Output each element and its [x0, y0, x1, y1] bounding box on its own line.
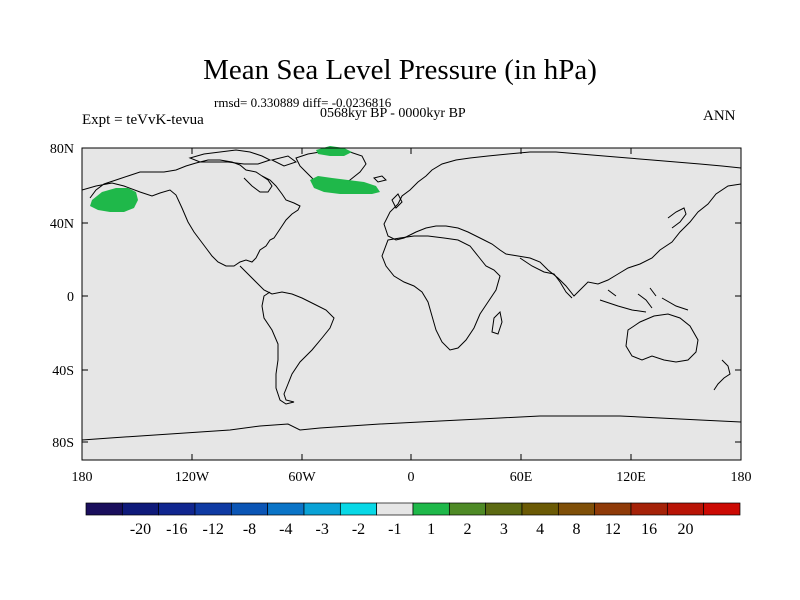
- colorbar-label: 1: [427, 521, 435, 538]
- coast-new-zealand: [713, 359, 731, 391]
- season-label: ANN: [703, 108, 736, 124]
- coast-south-america: [239, 265, 335, 405]
- colorbar: [85, 502, 741, 516]
- ytick-80s: 80S: [52, 436, 74, 451]
- colorbar-swatch: [194, 502, 232, 516]
- colorbar-swatch: [85, 502, 123, 516]
- xtick-120e: 120E: [616, 470, 646, 485]
- xtick-120w: 120W: [175, 470, 210, 485]
- y-axis: [82, 147, 741, 443]
- colorbar-swatch: [267, 502, 305, 516]
- colorbar-swatch: [303, 502, 341, 516]
- colorbar-swatch: [666, 502, 705, 516]
- y-tick-labels: 80N 40N 0 40S 80S: [50, 142, 74, 451]
- colorbar-label: -16: [166, 521, 187, 538]
- colorbar-label: -12: [203, 521, 224, 538]
- coast-japan: [667, 207, 687, 229]
- colorbar-label: 16: [641, 521, 657, 538]
- colorbar-swatch: [485, 502, 523, 516]
- map-background: [82, 148, 741, 460]
- colorbar-label: -20: [130, 521, 151, 538]
- colorbar-label: -3: [316, 521, 329, 538]
- colorbar-label: 20: [678, 521, 694, 538]
- colorbar-swatch: [158, 502, 196, 516]
- colorbar-swatch: [703, 502, 741, 516]
- coast-antarctica: [82, 415, 741, 441]
- colorbar-label: 4: [536, 521, 544, 538]
- colorbar-swatch: [339, 502, 378, 516]
- colorbar-swatch: [448, 502, 487, 516]
- coast-madagascar: [491, 310, 503, 335]
- coast-australia: [625, 313, 699, 363]
- colorbar-label: -1: [388, 521, 401, 538]
- coast-north-america: [82, 159, 301, 267]
- x-tick-labels: 180 120W 60W 0 60E 120E 180: [72, 470, 752, 485]
- x-axis: [81, 148, 742, 460]
- colorbar-label: -2: [352, 521, 365, 538]
- xtick-0: 0: [408, 470, 415, 485]
- coast-eurasia: [383, 151, 741, 297]
- colorbar-label: 2: [464, 521, 472, 538]
- ytick-80n: 80N: [50, 142, 74, 157]
- stats-line: rmsd= 0.330889 diff= -0.0236816: [214, 95, 392, 110]
- colorbar-swatch: [521, 502, 559, 516]
- coast-india: [519, 257, 573, 299]
- xtick-180e: 180: [731, 470, 752, 485]
- xtick-180w: 180: [72, 470, 93, 485]
- anomaly-patches: [90, 146, 380, 212]
- colorbar-labels: -20 -16 -12 -8 -4 -3 -2 -1 1 2 3 4 8 12 16 20: [130, 521, 694, 538]
- colorbar-label: 3: [500, 521, 508, 538]
- period-subtitle: 0568kyr BP - 0000kyr BP: [320, 106, 466, 121]
- colorbar-label: 8: [573, 521, 581, 538]
- coast-hudson-bay: [243, 175, 273, 193]
- colorbar-swatch: [376, 502, 414, 516]
- ytick-40n: 40N: [50, 217, 74, 232]
- colorbar-swatch: [230, 502, 269, 516]
- coast-arctic-islands: [188, 149, 298, 167]
- coast-maritime-asia: [599, 287, 689, 313]
- colorbar-label: -8: [243, 521, 256, 538]
- ytick-0: 0: [67, 290, 74, 305]
- anomaly-patch-north-atlantic: [310, 176, 380, 194]
- coastlines: [82, 149, 741, 441]
- anomaly-patch-north-pacific: [90, 188, 138, 212]
- xtick-60e: 60E: [510, 470, 533, 485]
- colorbar-label: -4: [279, 521, 292, 538]
- colorbar-swatch: [121, 502, 160, 516]
- xtick-60w: 60W: [288, 470, 316, 485]
- coast-europe-islands: [373, 175, 403, 209]
- colorbar-swatch: [594, 502, 632, 516]
- colorbar-swatch: [412, 502, 450, 516]
- ytick-40s: 40S: [52, 364, 74, 379]
- coast-africa: [381, 235, 501, 351]
- colorbar-swatch: [630, 502, 668, 516]
- chart-title: Mean Sea Level Pressure (in hPa): [203, 54, 597, 86]
- colorbar-swatch: [557, 502, 596, 516]
- colorbar-label: 12: [605, 521, 621, 538]
- experiment-label: Expt = teVvK-tevua: [82, 112, 204, 128]
